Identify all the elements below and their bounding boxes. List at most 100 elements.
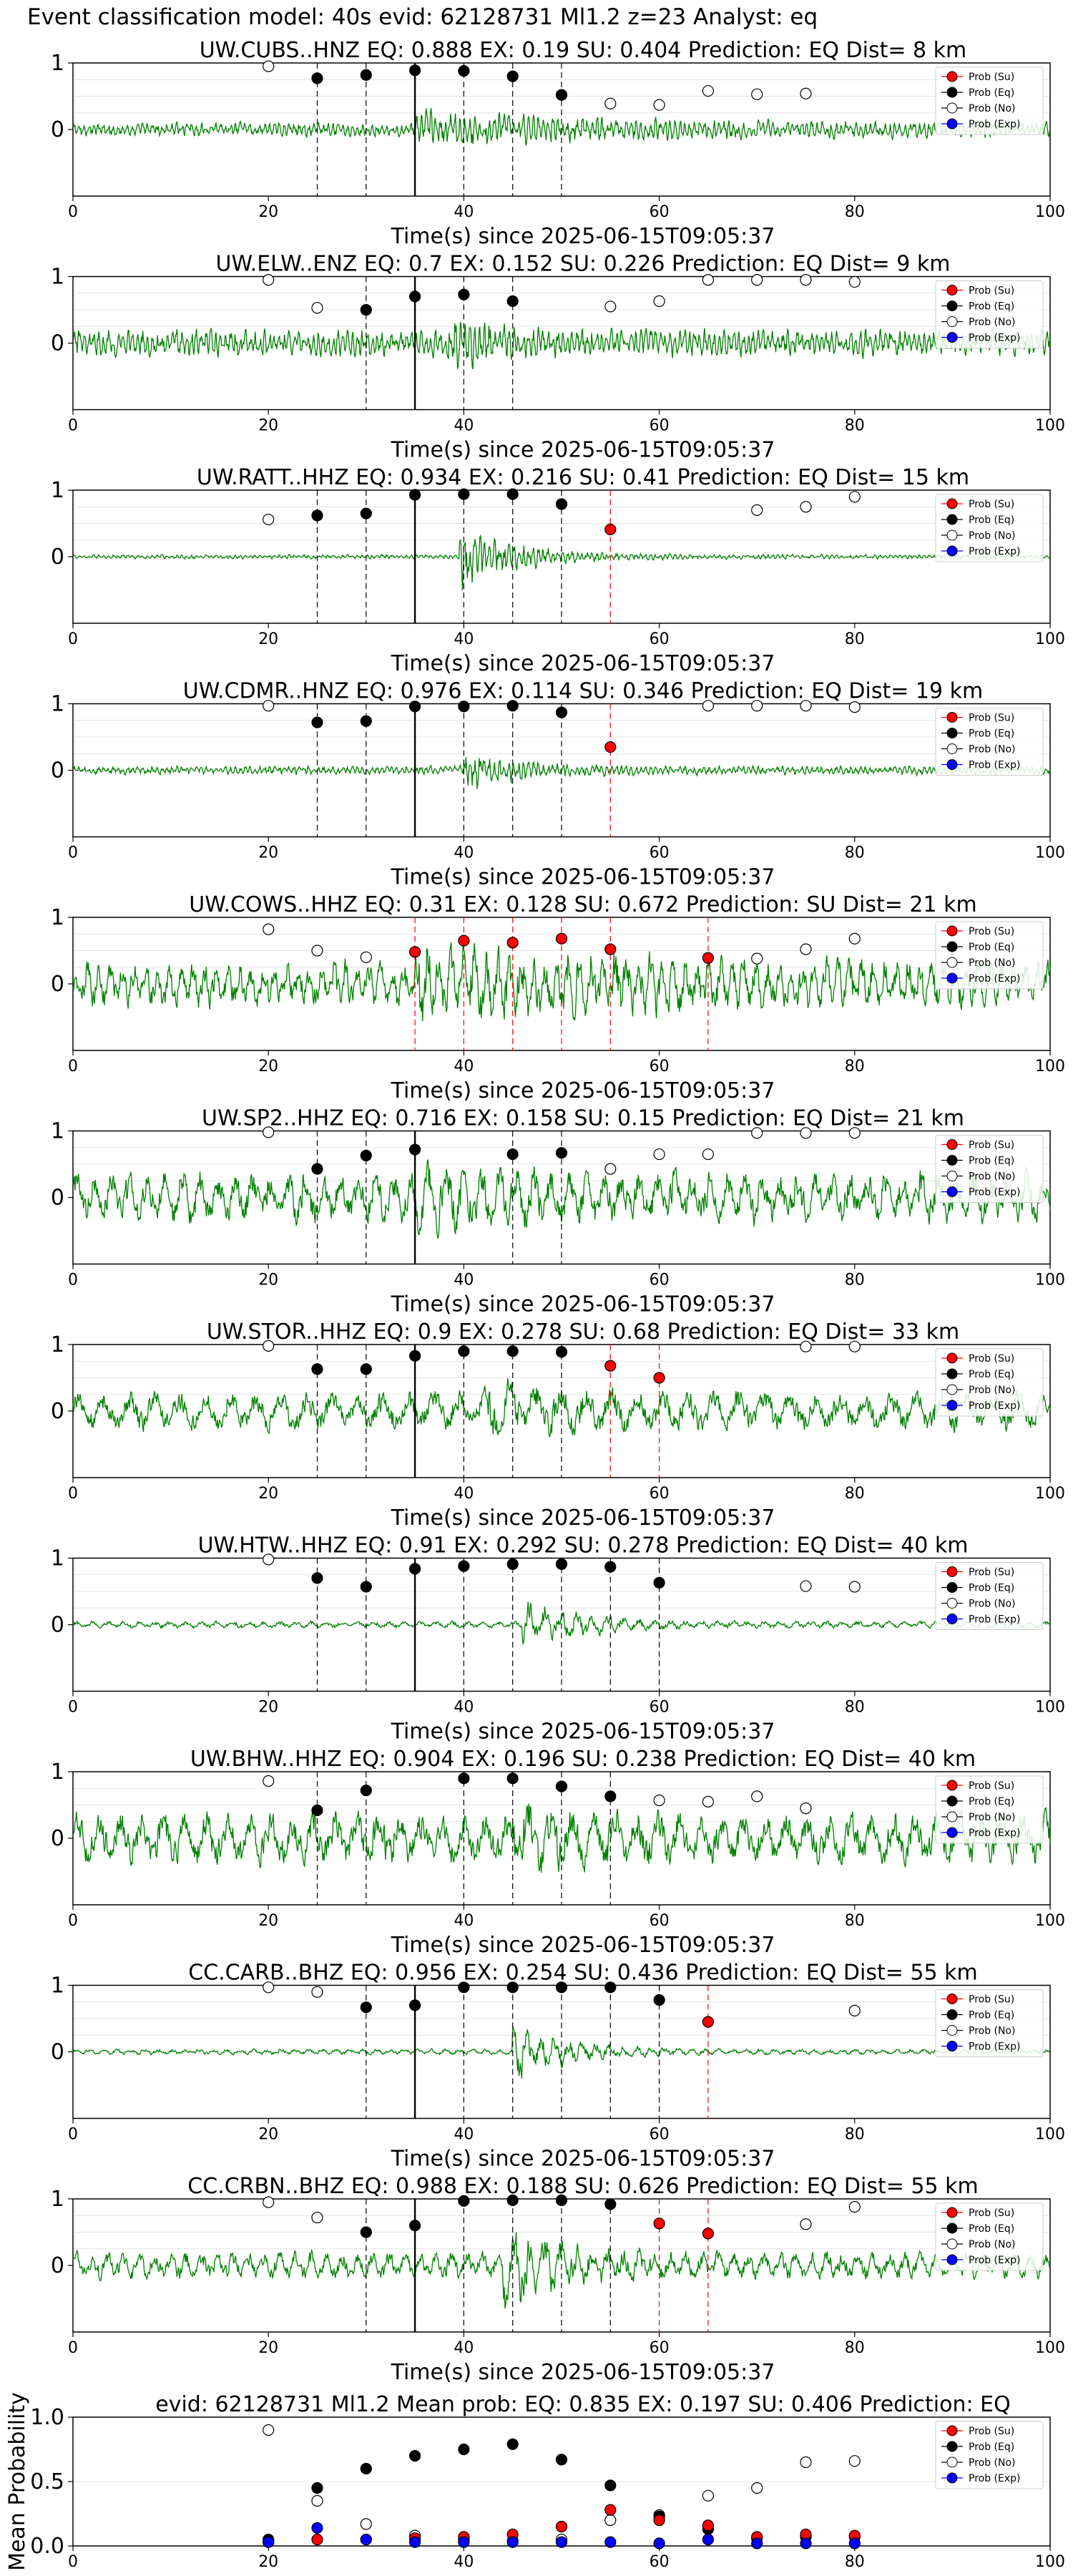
legend-label: Prob (Exp): [969, 119, 1021, 130]
prob-marker-eq: [408, 1350, 421, 1362]
mean-prob-marker-su: [311, 2533, 323, 2546]
legend-label: Prob (No): [969, 744, 1016, 756]
mean-prob-marker-eq: [506, 2438, 519, 2450]
x-tick-label: 0: [68, 844, 78, 862]
x-tick-label: 20: [258, 2339, 278, 2357]
x-tick-label: 60: [650, 844, 670, 862]
x-axis-label: Time(s) since 2025-06-15T09:05:37: [391, 2147, 775, 2172]
legend-marker: [946, 1811, 958, 1823]
y-tick-label: 0.5: [30, 2469, 64, 2494]
x-tick-label: 80: [845, 1272, 865, 1289]
mean-prob-marker-su: [555, 2520, 568, 2533]
legend-marker: [946, 285, 958, 296]
y-tick-label: 0: [51, 2253, 64, 2278]
y-tick-label: 0: [51, 1186, 64, 1211]
x-tick-label: 60: [650, 630, 670, 648]
prob-marker-eq: [458, 1981, 470, 1994]
prob-marker-no: [263, 274, 275, 286]
panel-title: UW.HTW..HHZ EQ: 0.91 EX: 0.292 SU: 0.278…: [198, 1533, 969, 1558]
prob-marker-no: [751, 952, 763, 965]
prob-marker-no: [751, 504, 763, 517]
mean-prob-marker-exp: [751, 2537, 763, 2550]
panel-title: UW.CDMR..HNZ EQ: 0.976 EX: 0.114 SU: 0.3…: [183, 679, 983, 704]
x-tick-label: 80: [845, 1485, 865, 1503]
waveform-trace: [72, 321, 1051, 370]
mean-prob-marker-no: [702, 2489, 715, 2502]
x-tick-label: 20: [258, 1272, 278, 1289]
prob-marker-no: [800, 1340, 812, 1352]
legend-label: Prob (Su): [969, 72, 1014, 83]
x-tick-label: 40: [454, 844, 474, 862]
legend-marker: [946, 514, 958, 525]
prob-marker-eq: [311, 1363, 323, 1375]
legend-label: Prob (Exp): [969, 973, 1021, 985]
panel-title: evid: 62128731 Ml1.2 Mean prob: EQ: 0.83…: [155, 2392, 1010, 2417]
x-tick-label: 20: [258, 1485, 278, 1503]
prob-marker-eq: [506, 1345, 519, 1357]
prob-marker-eq: [311, 1804, 323, 1817]
station-panel-4: UW.CDMR..HNZ EQ: 0.976 EX: 0.114 SU: 0.3…: [51, 679, 1065, 890]
prob-marker-eq: [360, 1581, 372, 1593]
waveform-trace: [72, 1803, 1051, 1873]
y-tick-label: 1: [51, 478, 64, 503]
station-panel-9: UW.BHW..HHZ EQ: 0.904 EX: 0.196 SU: 0.23…: [51, 1747, 1065, 1958]
prob-marker-no: [263, 1553, 275, 1566]
prob-marker-no: [751, 274, 763, 286]
legend-box: [935, 1989, 1044, 2057]
prob-marker-no: [311, 302, 323, 314]
prob-marker-no: [800, 1127, 812, 1139]
mean-prob-marker-no: [800, 2456, 812, 2469]
y-tick-label: 0: [51, 117, 64, 142]
y-tick-label: 1.0: [30, 2405, 64, 2430]
prob-marker-eq: [408, 1563, 421, 1575]
panel-title: UW.STOR..HHZ EQ: 0.9 EX: 0.278 SU: 0.68 …: [207, 1319, 959, 1345]
x-tick-label: 20: [258, 844, 278, 862]
legend-label: Prob (Exp): [969, 2473, 1021, 2484]
mean-prob-marker-no: [604, 2514, 617, 2527]
prob-marker-no: [848, 491, 861, 503]
mean-prob-marker-exp: [458, 2536, 470, 2548]
y-tick-label: 0.0: [30, 2534, 64, 2559]
legend-marker: [946, 1352, 958, 1364]
legend-marker: [946, 1368, 958, 1380]
legend-label: Prob (Su): [969, 499, 1014, 510]
prob-marker-no: [311, 945, 323, 957]
prob-marker-eq: [458, 1345, 470, 1357]
prob-marker-no: [800, 2218, 812, 2230]
x-tick-label: 0: [68, 1699, 78, 1717]
station-panel-7: UW.STOR..HHZ EQ: 0.9 EX: 0.278 SU: 0.68 …: [51, 1319, 1065, 1531]
prob-marker-no: [751, 1127, 763, 1139]
prob-marker-eq: [555, 498, 568, 510]
legend-label: Prob (Su): [969, 1994, 1014, 2006]
prob-marker-eq: [604, 1981, 617, 1994]
prob-marker-su: [604, 943, 617, 955]
x-tick-label: 20: [258, 417, 278, 435]
waveform-trace: [72, 757, 1051, 789]
prob-marker-eq: [458, 488, 470, 500]
prob-marker-no: [653, 295, 665, 308]
legend-marker: [946, 2425, 958, 2436]
x-tick-label: 40: [454, 1272, 474, 1289]
x-tick-label: 80: [845, 417, 865, 435]
legend-marker: [946, 925, 958, 937]
legend-label: Prob (No): [969, 1599, 1016, 1610]
prob-marker-no: [800, 87, 812, 99]
prob-marker-no: [263, 1775, 275, 1787]
prob-marker-eq: [360, 69, 372, 81]
legend-label: Prob (Exp): [969, 546, 1021, 557]
x-tick-label: 40: [454, 2553, 474, 2571]
y-tick-label: 1: [51, 1974, 64, 1999]
prob-marker-no: [263, 60, 275, 72]
prob-marker-no: [702, 1148, 715, 1161]
prob-marker-no: [751, 1790, 763, 1802]
legend-marker: [946, 1155, 958, 1166]
prob-marker-eq: [604, 2198, 617, 2210]
prob-marker-no: [848, 1581, 861, 1593]
y-tick-label: 1: [51, 1119, 64, 1144]
prob-marker-eq: [506, 1981, 519, 1994]
prob-marker-eq: [311, 716, 323, 728]
prob-marker-no: [848, 2201, 861, 2213]
x-tick-label: 20: [258, 2553, 278, 2571]
prob-marker-no: [848, 2004, 861, 2016]
x-tick-label: 100: [1035, 203, 1065, 221]
